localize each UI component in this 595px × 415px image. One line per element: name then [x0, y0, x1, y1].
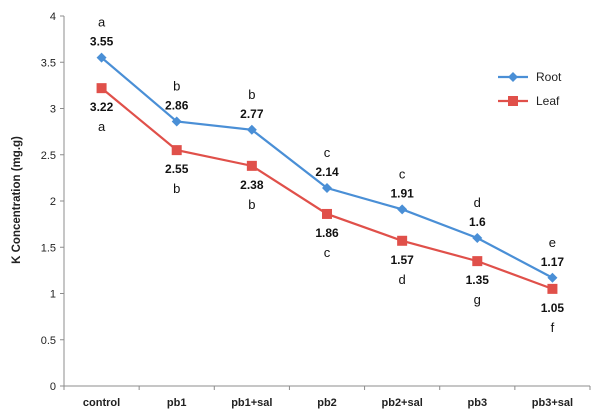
- y-tick-labels: 0 0.5 1 1.5 2 2.5 3 3.5 4: [41, 11, 56, 393]
- axes: [60, 15, 591, 390]
- root-letter-label: c: [324, 145, 331, 160]
- leaf-point: [322, 208, 332, 219]
- leaf-point: [246, 160, 257, 171]
- x-tick-label: pb1: [167, 397, 187, 409]
- leaf-letter-label: b: [248, 197, 255, 212]
- x-tick-label: control: [83, 397, 120, 409]
- x-tick-label: pb3: [468, 397, 488, 409]
- y-tick-label: 4: [50, 11, 56, 23]
- leaf-value-label: 1.05: [541, 301, 565, 315]
- legend-marker-root: [508, 72, 518, 82]
- root-value-label: 2.14: [315, 165, 339, 179]
- y-tick-label: 2: [50, 196, 56, 208]
- leaf-letter-label: g: [474, 292, 481, 307]
- root-point: [547, 272, 558, 283]
- y-tick-label: 0: [50, 381, 56, 393]
- legend: Root Leaf: [498, 70, 562, 108]
- root-value-label: 1.17: [541, 255, 565, 269]
- root-letter-label: a: [98, 15, 106, 30]
- y-tick-label: 3: [50, 104, 56, 116]
- root-value-label: 3.55: [90, 35, 114, 49]
- y-tick-label: 0.5: [41, 335, 56, 347]
- leaf-point: [397, 235, 408, 246]
- y-tick-label: 1.5: [41, 242, 56, 254]
- root-letter-label: d: [474, 195, 481, 210]
- x-tick-label: pb2+sal: [382, 397, 423, 409]
- leaf-value-label: 1.86: [315, 226, 339, 240]
- root-point: [96, 52, 107, 63]
- root-point: [397, 204, 408, 215]
- root-value-label: 2.77: [240, 107, 264, 121]
- leaf-value-label: 2.55: [165, 162, 189, 176]
- leaf-letter-label: b: [173, 181, 180, 196]
- root-letter-label: e: [549, 235, 556, 250]
- y-tick-label: 3.5: [41, 57, 56, 69]
- root-letter-label: b: [173, 78, 180, 93]
- root-point: [246, 124, 257, 135]
- leaf-point: [171, 145, 182, 156]
- series-group: [96, 52, 558, 294]
- leaf-point: [96, 83, 107, 94]
- y-axis-label: K Concentration (mg.g): [11, 136, 23, 264]
- legend-marker-leaf: [508, 96, 518, 106]
- root-value-label: 1.6: [469, 215, 486, 229]
- leaf-point: [472, 256, 483, 267]
- root-point: [171, 116, 182, 127]
- leaf-letter-label: c: [324, 245, 331, 260]
- leaf-letter-label: d: [399, 272, 406, 287]
- root-point: [472, 233, 483, 243]
- legend-label-leaf: Leaf: [536, 94, 560, 108]
- leaf-value-label: 1.57: [390, 253, 414, 267]
- leaf-value-label: 2.38: [240, 178, 264, 192]
- root-value-label: 1.91: [390, 186, 414, 200]
- root-point: [322, 183, 332, 194]
- x-tick-labels: control pb1 pb1+sal pb2 pb2+sal pb3 pb3+sal: [83, 397, 573, 409]
- leaf-value-label: 1.35: [466, 273, 490, 287]
- leaf-letter-label: a: [98, 119, 106, 134]
- x-tick-label: pb1+sal: [231, 397, 272, 409]
- y-tick-label: 2.5: [41, 150, 56, 162]
- leaf-point: [547, 283, 558, 294]
- root-letter-label: b: [248, 87, 255, 102]
- leaf-value-label: 3.22: [90, 100, 114, 114]
- x-tick-label: pb2: [317, 397, 337, 409]
- x-tick-label: pb3+sal: [532, 397, 573, 409]
- data-labels: 3.55 a 2.86 b 2.77 b 2.14 c 1.91 c 1.6 d 1.17 e 3.22 a 2…: [90, 15, 565, 335]
- root-letter-label: c: [399, 166, 406, 181]
- y-tick-label: 1: [50, 289, 56, 301]
- root-value-label: 2.86: [165, 98, 189, 112]
- legend-label-root: Root: [536, 70, 562, 84]
- leaf-letter-label: f: [551, 320, 555, 335]
